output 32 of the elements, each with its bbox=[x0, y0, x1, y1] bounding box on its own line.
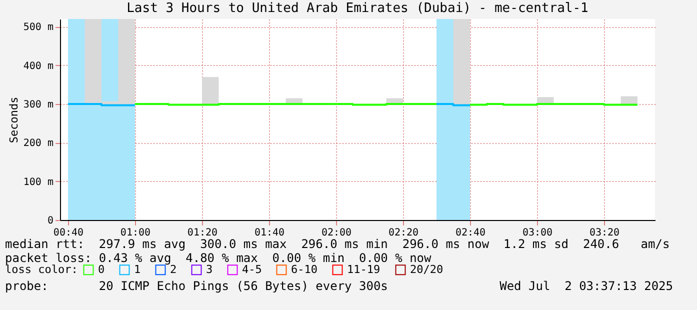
y-tick-label: 100 m bbox=[23, 176, 54, 188]
text: probe: 20 ICMP Echo Pings (56 Bytes) every 300s bbox=[5, 279, 388, 293]
y-axis-title: Seconds bbox=[7, 96, 20, 144]
legend-label: 4-5 bbox=[242, 262, 262, 276]
y-tick-label: 300 m bbox=[23, 100, 54, 111]
legend-label: 2 bbox=[170, 262, 177, 276]
x-tick-label: 01:40 bbox=[254, 228, 285, 238]
text: packet loss: 0.43 % avg 4.80 % max 0.00 % min 0.00 % now bbox=[5, 251, 432, 265]
text: median rtt: 297.9 ms avg 300.0 ms max 296.0 ms min 296.0 ms now 1.2 ms sd 240.6 am/s bbox=[5, 237, 670, 251]
text: Wed Jul 2 03:37:13 2025 bbox=[500, 279, 673, 293]
bar bbox=[202, 76, 219, 105]
legend-label: 3 bbox=[206, 262, 213, 276]
bar bbox=[453, 19, 470, 105]
y-tick-label: 0 bbox=[47, 216, 54, 226]
x-tick-label: 03:20 bbox=[589, 228, 620, 238]
legend-label: 1 bbox=[134, 262, 141, 276]
y-tick-label: 200 m bbox=[23, 138, 54, 150]
y-tick-label: 400 m bbox=[23, 60, 54, 72]
x-tick-label: 02:40 bbox=[455, 228, 486, 238]
y-tick-label: 500 m bbox=[23, 22, 54, 34]
x-tick-label: 01:20 bbox=[187, 228, 218, 238]
x-tick-label: 01:00 bbox=[120, 228, 151, 238]
x-tick-label: 03:00 bbox=[522, 228, 553, 238]
x-tick-label: 02:00 bbox=[321, 228, 352, 238]
chart-title: Last 3 Hours to United Arab Emirates (Dubai) - me-central-1 bbox=[126, 1, 588, 16]
legend-title: loss color: bbox=[5, 263, 78, 276]
x-tick-label: 02:20 bbox=[388, 228, 419, 238]
x-tick-label: 00:40 bbox=[53, 228, 84, 238]
legend-label: 20/20 bbox=[410, 262, 444, 276]
legend-label: 6-10 bbox=[291, 262, 318, 276]
legend-label: 0 bbox=[98, 262, 105, 276]
legend-label: 11-19 bbox=[347, 262, 380, 276]
